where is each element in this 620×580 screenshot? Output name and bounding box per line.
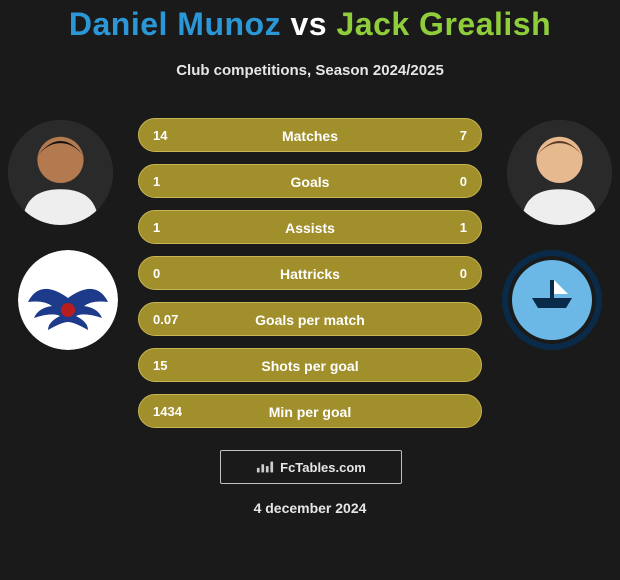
title-vs: vs <box>290 6 327 42</box>
stat-rows: 147Matches 10Goals 11Assists 00Hattricks 0.0… <box>138 118 482 440</box>
bar-chart-icon <box>256 460 274 474</box>
stat-row: 11Assists <box>138 210 482 244</box>
attribution-badge: FcTables.com <box>220 450 402 484</box>
shield-icon <box>502 250 602 350</box>
subtitle: Club competitions, Season 2024/2025 <box>0 62 620 79</box>
stat-label: Shots per goal <box>139 349 481 383</box>
title-player-right: Jack Grealish <box>336 6 551 42</box>
stat-row: 1434Min per goal <box>138 394 482 428</box>
page-title: Daniel Munoz vs Jack Grealish <box>0 6 620 43</box>
stat-label: Goals <box>139 165 481 199</box>
comparison-card: Daniel Munoz vs Jack Grealish Club compe… <box>0 0 620 580</box>
stat-row: 147Matches <box>138 118 482 152</box>
shield-icon <box>18 250 118 350</box>
player-left-avatar <box>8 120 113 225</box>
stat-row: 15Shots per goal <box>138 348 482 382</box>
stat-label: Goals per match <box>139 303 481 337</box>
date-text: 4 december 2024 <box>0 500 620 516</box>
person-icon <box>507 120 612 225</box>
person-icon <box>8 120 113 225</box>
stat-row: 0.07Goals per match <box>138 302 482 336</box>
stat-row: 00Hattricks <box>138 256 482 290</box>
player-right-avatar <box>507 120 612 225</box>
club-left-crest <box>18 250 118 350</box>
stat-label: Hattricks <box>139 257 481 291</box>
stat-label: Matches <box>139 119 481 153</box>
stat-label: Assists <box>139 211 481 245</box>
stat-label: Min per goal <box>139 395 481 429</box>
club-right-crest <box>502 250 602 350</box>
title-player-left: Daniel Munoz <box>69 6 281 42</box>
attribution-text: FcTables.com <box>280 460 366 475</box>
stat-row: 10Goals <box>138 164 482 198</box>
